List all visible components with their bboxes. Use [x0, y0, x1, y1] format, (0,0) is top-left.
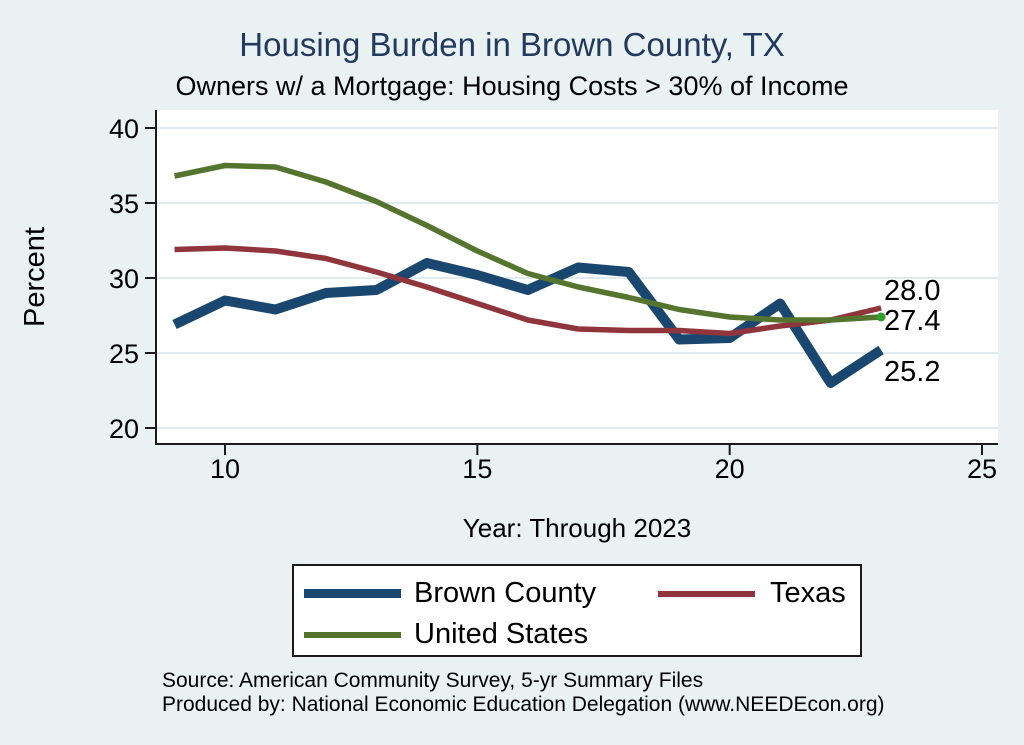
y-tick-label: 35 [109, 189, 139, 219]
legend-label-brown-county: Brown County [414, 577, 597, 609]
producer-line: Produced by: National Economic Education… [162, 693, 885, 716]
legend-swatch-united-states [304, 632, 401, 638]
x-tick-label: 10 [210, 454, 240, 484]
chart-subtitle: Owners w/ a Mortgage: Housing Costs > 30… [175, 71, 849, 101]
source-line: Source: American Community Survey, 5-yr … [162, 669, 704, 692]
y-tick-label: 20 [109, 414, 139, 444]
end-marker-dot [876, 312, 886, 322]
y-tick-label: 40 [109, 114, 139, 144]
end-label-texas: 28.0 [884, 275, 940, 307]
brown-county-line [172, 258, 884, 388]
source-notes: Source: American Community Survey, 5-yr … [162, 669, 885, 717]
x-axis-title: Year: Through 2023 [463, 513, 691, 543]
y-tick-label: 30 [109, 264, 139, 294]
axes: 20 25 30 35 40 10 15 20 25 [109, 110, 998, 484]
texas-line [174, 245, 882, 337]
chart-title: Housing Burden in Brown County, TX [239, 26, 785, 63]
x-tick-label: 25 [967, 454, 997, 484]
legend-label-united-states: United States [414, 618, 589, 650]
legend-swatch-texas [658, 591, 755, 597]
end-label-brown-county: 25.2 [884, 356, 940, 388]
gridlines [156, 127, 998, 429]
y-axis-title: Percent [19, 227, 51, 327]
united-states-line [173, 162, 882, 323]
end-label-united-states: 27.4 [884, 305, 940, 337]
legend: Brown County Texas United States [292, 564, 862, 657]
y-tick-label: 25 [109, 339, 139, 369]
x-tick-label: 15 [462, 454, 492, 484]
legend-swatch-brown-county [304, 589, 401, 598]
series-lines [172, 162, 886, 388]
end-value-labels: 28.027.4 25.2 [884, 275, 940, 388]
x-tick-label: 20 [715, 454, 745, 484]
legend-label-texas: Texas [770, 577, 846, 609]
